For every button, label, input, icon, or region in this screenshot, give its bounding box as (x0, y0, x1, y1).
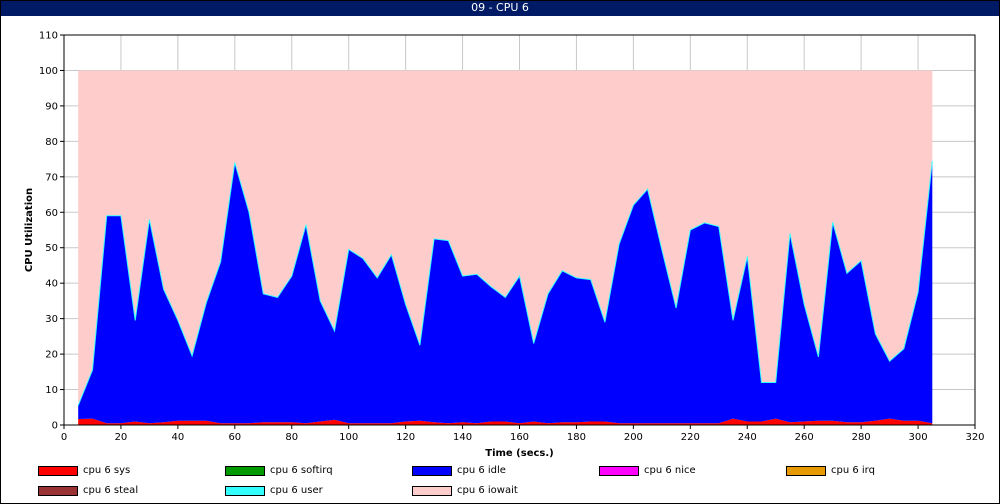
x-tick-label: 60 (228, 432, 241, 443)
y-tick-label: 80 (45, 137, 58, 148)
cpu-utilization-chart: 0 20 40 60 80 100 120 140 160 180 200 220 240 260 280 3… (24, 31, 985, 460)
y-tick-label: 50 (45, 243, 58, 254)
legend-label: cpu 6 idle (457, 465, 506, 476)
y-axis-label: CPU Utilization (24, 188, 35, 272)
x-tick-label: 140 (453, 432, 472, 443)
legend-swatch (786, 466, 826, 476)
x-tick-label: 240 (738, 432, 757, 443)
legend-label: cpu 6 user (270, 485, 323, 496)
legend-swatch (225, 486, 265, 496)
legend-label: cpu 6 irq (831, 465, 875, 476)
window-title-bar: 09 - CPU 6 (0, 0, 1000, 16)
x-tick-label: 120 (396, 432, 415, 443)
legend-swatch (599, 466, 639, 476)
series-area-cpu-6-idle (78, 160, 933, 424)
x-tick-label: 100 (339, 432, 358, 443)
x-tick-label: 40 (172, 432, 185, 443)
x-tick-label: 160 (510, 432, 529, 443)
y-tick-label: 20 (45, 350, 58, 361)
x-tick-label: 320 (965, 432, 984, 443)
y-axis: 0 10 20 30 40 50 60 70 80 90 100 110 (39, 31, 64, 432)
y-tick-label: 110 (39, 31, 58, 42)
x-tick-label: 80 (285, 432, 298, 443)
y-tick-label: 10 (45, 385, 58, 396)
legend-label: cpu 6 softirq (270, 465, 333, 476)
legend-swatch (38, 466, 78, 476)
x-tick-label: 180 (567, 432, 586, 443)
y-tick-label: 30 (45, 314, 58, 325)
y-tick-label: 100 (39, 66, 58, 77)
x-axis: 0 20 40 60 80 100 120 140 160 180 200 220 240 260 280 3… (61, 425, 985, 443)
x-tick-label: 260 (795, 432, 814, 443)
x-tick-label: 280 (852, 432, 871, 443)
y-tick-label: 40 (45, 279, 58, 290)
x-tick-label: 0 (61, 432, 67, 443)
legend-label: cpu 6 sys (83, 465, 131, 476)
x-tick-label: 200 (624, 432, 643, 443)
y-tick-label: 0 (52, 421, 58, 432)
x-tick-label: 220 (681, 432, 700, 443)
legend-swatch (412, 466, 452, 476)
series-line-cpu-6-user (77, 160, 933, 406)
legend-swatch (412, 486, 452, 496)
legend-label: cpu 6 steal (83, 485, 139, 496)
legend-swatch (38, 486, 78, 496)
stacked-areas (77, 70, 933, 425)
y-tick-label: 90 (45, 101, 58, 112)
series-area-cpu-6-sys (78, 418, 933, 425)
legend-swatch (225, 466, 265, 476)
legend-label: cpu 6 nice (644, 465, 696, 476)
legend-label: cpu 6 iowait (457, 485, 518, 496)
y-tick-label: 70 (45, 172, 58, 183)
window-title: 09 - CPU 6 (471, 1, 529, 14)
series-area-cpu-6-iowait (78, 70, 933, 406)
y-tick-label: 60 (45, 208, 58, 219)
chart-legend: cpu 6 sys cpu 6 softirq cpu 6 idle cpu 6 ni… (0, 463, 1000, 503)
x-axis-label: Time (secs.) (485, 448, 554, 459)
x-tick-label: 300 (909, 432, 928, 443)
x-tick-label: 20 (115, 432, 128, 443)
